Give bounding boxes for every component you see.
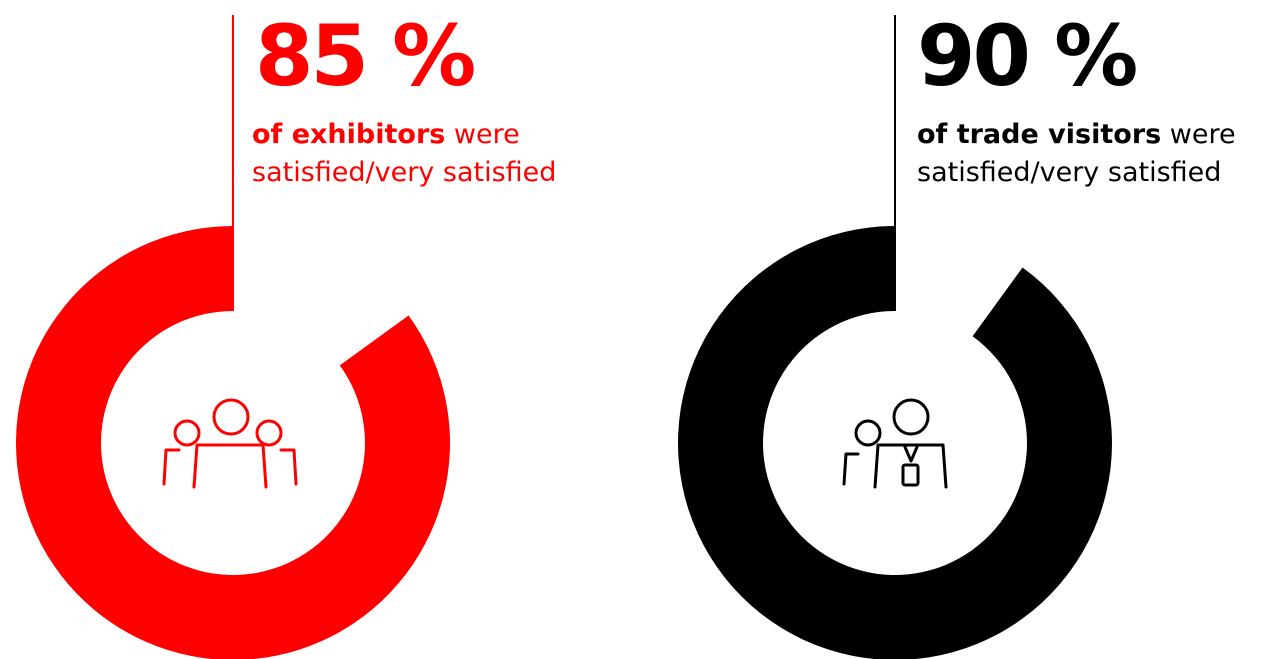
exhibitors-description: of exhibitors were satisfied/very satisf… <box>252 116 556 192</box>
visitors-bold-label: of trade visitors <box>917 119 1162 150</box>
exhibitors-label-line2: satisfied/very satisfied <box>252 157 557 188</box>
exhibitors-donut-arc <box>16 226 450 659</box>
visitors-donut-arc <box>678 226 1112 659</box>
visitors-description: of trade visitors were satisfied/very sa… <box>917 116 1236 192</box>
exhibitors-bold-label: of exhibitors <box>252 119 446 150</box>
group-of-people-icon <box>162 398 298 489</box>
visitors-label-rest: were <box>1169 119 1236 150</box>
exhibitors-percentage: 85 % <box>255 7 476 105</box>
exhibitors-label-rest: were <box>453 119 520 150</box>
visitors-label-line2: satisfied/very satisfied <box>917 157 1222 188</box>
visitors-percentage: 90 % <box>917 7 1138 105</box>
visitor-with-badge-icon <box>842 398 948 489</box>
